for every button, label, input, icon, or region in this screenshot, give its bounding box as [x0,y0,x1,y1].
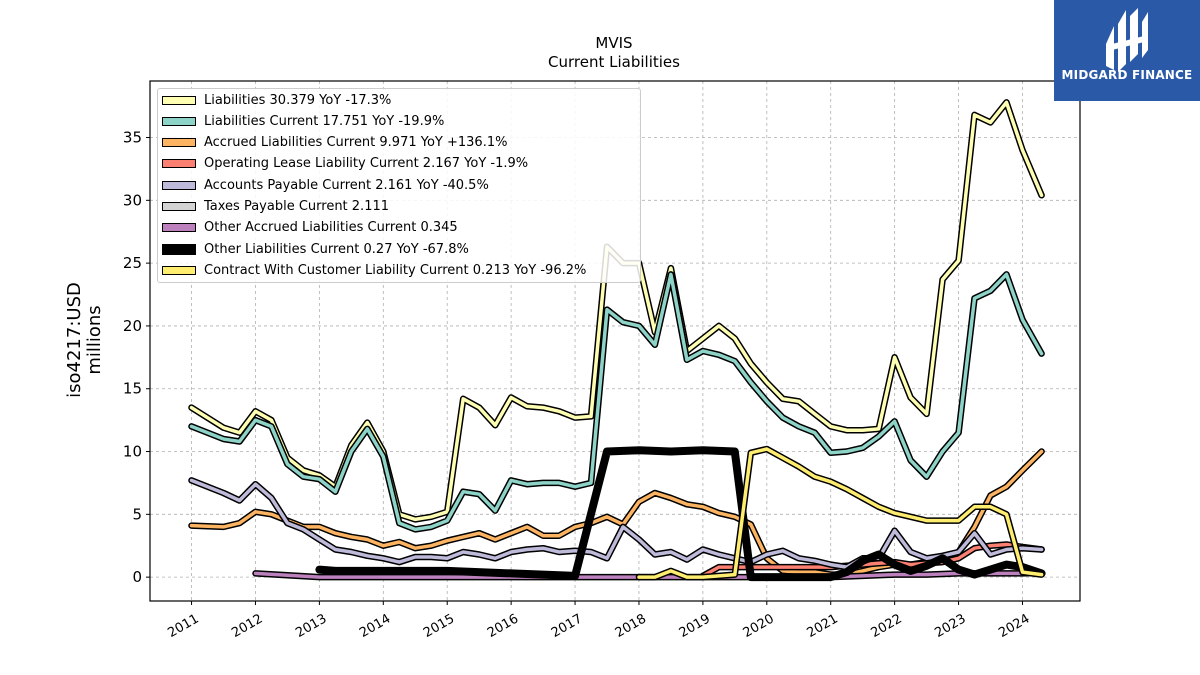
legend-label: Accrued Liabilities Current 9.971 YoY +1… [204,135,508,151]
x-tick-label: 2021 [805,611,841,641]
x-tick-label: 2023 [932,611,968,641]
y-axis-label-line: millions [84,305,105,374]
legend-item: Accrued Liabilities Current 9.971 YoY +1… [162,134,507,152]
legend-label: Liabilities Current 17.751 YoY -19.9% [204,113,445,129]
brand-logo: MIDGARD FINANCE [1054,0,1200,101]
legend-swatch [162,243,196,255]
legend: Liabilities 30.379 YoY -17.3% Liabilities… [157,88,641,283]
x-tick-label: 2024 [996,611,1032,641]
x-tick-label: 2011 [165,611,201,641]
y-tick-label: 10 [123,443,142,461]
x-tick-label: 2022 [868,611,904,641]
x-tick-label: 2018 [613,611,649,641]
legend-item: Other Liabilities Current 0.27 YoY -67.8… [162,240,469,258]
y-tick-label: 15 [123,380,142,398]
legend-swatch [162,159,196,169]
legend-swatch [162,138,196,148]
legend-swatch [162,265,196,275]
chart-subtitle: Current Liabilities [548,53,680,71]
y-tick-label: 35 [123,129,142,147]
legend-swatch [162,180,196,190]
legend-label: Operating Lease Liability Current 2.167 … [204,156,529,172]
legend-item: Taxes Payable Current 2.111 [162,198,389,216]
legend-swatch [162,116,196,126]
x-tick-label: 2019 [677,611,713,641]
legend-item: Operating Lease Liability Current 2.167 … [162,155,528,173]
legend-item: Other Accrued Liabilities Current 0.345 [162,219,458,237]
x-tick-label: 2013 [293,611,329,641]
series-line-contract-with-customer-liability-current [637,447,1044,579]
legend-swatch [162,223,196,233]
legend-label: Taxes Payable Current 2.111 [204,199,390,214]
legend-label: Liabilities 30.379 YoY -17.3% [204,92,392,108]
series-line-other-liabilities-current [315,446,1046,582]
y-tick-label: 5 [132,505,142,523]
series-line-accounts-payable-current [189,478,1044,569]
y-axis-label-line: iso4217:USD [64,282,85,398]
legend-label: Other Liabilities Current 0.27 YoY -67.8… [204,241,469,257]
legend-swatch [162,95,196,105]
legend-item: Accounts Payable Current 2.161 YoY -40.5… [162,176,489,194]
logo-mark-icon [1106,8,1148,72]
y-axis-label: iso4217:USDmillions [64,282,105,398]
y-tick-label: 20 [123,317,142,335]
x-tick-label: 2015 [421,611,457,641]
x-axis: 2011 2012 2013 2014 2015 2016 2017 2018 2019 2020… [165,601,1032,641]
legend-item: Liabilities Current 17.751 YoY -19.9% [162,112,444,130]
y-axis: 0 5 10 15 20 25 30 35 [123,129,150,586]
x-tick-label: 2016 [485,611,521,641]
logo-text: MIDGARD FINANCE [1061,68,1193,82]
x-tick-label: 2012 [229,611,265,641]
legend-label: Contract With Customer Liability Current… [204,262,587,278]
y-tick-label: 0 [132,568,142,586]
y-tick-label: 25 [123,254,142,272]
legend-swatch [162,202,196,211]
series-line-liabilities-current [189,272,1044,532]
x-tick-label: 2017 [549,611,585,641]
legend-item: Contract With Customer Liability Current… [162,261,586,279]
legend-label: Accounts Payable Current 2.161 YoY -40.5… [204,177,489,193]
x-tick-label: 2020 [741,611,777,641]
y-tick-label: 30 [123,191,142,209]
legend-label: Other Accrued Liabilities Current 0.345 [204,220,458,236]
x-tick-label: 2014 [357,611,393,641]
series-layer [188,99,1046,582]
plot-frame [149,80,1081,602]
legend-item: Liabilities 30.379 YoY -17.3% [162,91,391,109]
chart-title: MVIS [595,34,632,52]
